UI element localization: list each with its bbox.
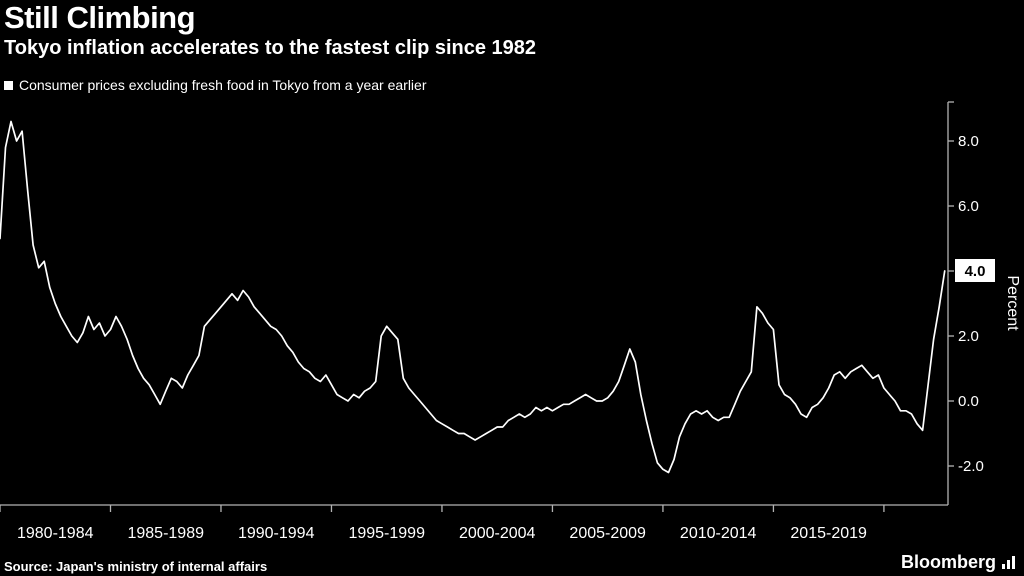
chart-title: Still Climbing — [4, 0, 196, 35]
source-note: Source: Japan's ministry of internal aff… — [4, 559, 268, 574]
bloomberg-logo: Bloomberg — [901, 552, 1016, 573]
legend: Consumer prices excluding fresh food in … — [4, 77, 426, 93]
x-tick-label: 1995-1999 — [348, 525, 425, 542]
x-tick-label: 1990-1994 — [238, 525, 315, 542]
current-value-label: 4.0 — [965, 263, 986, 280]
x-tick-label: 2015-2019 — [790, 525, 867, 542]
x-tick-label: 2000-2004 — [459, 525, 536, 542]
y-tick-label: -2.0 — [958, 458, 984, 475]
legend-label: Consumer prices excluding fresh food in … — [19, 77, 427, 93]
y-tick-label: 2.0 — [958, 328, 979, 345]
bloomberg-wordmark: Bloomberg — [900, 552, 996, 572]
x-tick-label: 2010-2014 — [680, 525, 757, 542]
x-tick-label: 1985-1989 — [127, 525, 204, 542]
y-tick-label: 0.0 — [958, 393, 979, 410]
x-tick-label: 2005-2009 — [569, 525, 646, 542]
y-axis-title: Percent — [1004, 275, 1021, 331]
inflation-line — [0, 120, 946, 474]
bloomberg-chart-icon — [1001, 555, 1016, 570]
x-tick-label: 1980-1984 — [17, 525, 94, 542]
y-tick-label: 8.0 — [958, 133, 979, 150]
legend-marker-icon — [4, 80, 13, 90]
y-tick-label: 6.0 — [958, 198, 979, 215]
current-value-box — [955, 259, 995, 282]
chart-subtitle: Tokyo inflation accelerates to the faste… — [4, 37, 537, 59]
